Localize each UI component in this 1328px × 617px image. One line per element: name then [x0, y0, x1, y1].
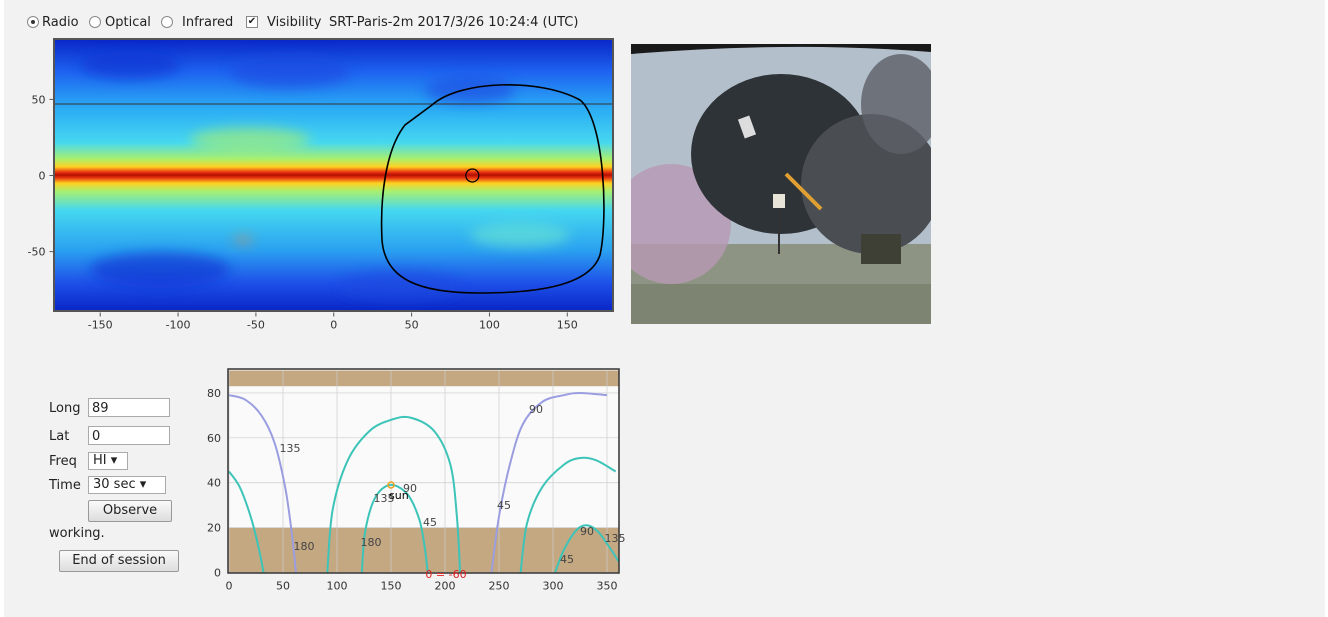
- observe-button[interactable]: Observe: [88, 500, 172, 522]
- checkbox-label[interactable]: Visibility: [267, 15, 322, 30]
- y-tick-label: 50: [32, 93, 46, 106]
- plot: [228, 370, 619, 573]
- long-input[interactable]: 89: [88, 398, 170, 417]
- x-tick-label: 100: [327, 580, 348, 593]
- footnote: 0 = -60: [425, 568, 466, 581]
- radio-button[interactable]: [161, 16, 173, 28]
- sky-map: -150 -100 -50 0 50 100 150 -50 0 50: [28, 38, 614, 332]
- curve-label: 180: [361, 536, 382, 549]
- radio-label[interactable]: Optical: [105, 15, 151, 30]
- field-label: Lat: [49, 429, 70, 444]
- y-tick-label: 60: [207, 432, 221, 445]
- x-tick-label: 150: [557, 319, 578, 332]
- elevation-curve: [228, 470, 265, 573]
- radio-label[interactable]: Radio: [42, 15, 79, 30]
- curve-label: 45: [560, 553, 574, 566]
- x-tick-label: -150: [88, 319, 113, 332]
- x-tick-label: -50: [247, 319, 265, 332]
- x-tick-label: 0: [330, 319, 337, 332]
- curve-label: 45: [497, 499, 511, 512]
- curve-label: 135: [374, 492, 395, 505]
- curve-label: 90: [529, 403, 543, 416]
- elevation-curve: [490, 391, 608, 573]
- curve-label: 135: [280, 442, 301, 455]
- webcam-image: [631, 44, 931, 324]
- x-tick-label: 150: [381, 580, 402, 593]
- x-tick-label: 0: [226, 580, 233, 593]
- y-tick-label: 0: [39, 170, 46, 183]
- x-tick-label: 350: [597, 580, 618, 593]
- shaded-range: [228, 370, 619, 387]
- field-label: Freq: [49, 454, 77, 469]
- curve-label: 135: [605, 532, 626, 545]
- elevation-curve: [519, 456, 617, 573]
- x-tick-label: 50: [276, 580, 290, 593]
- elevation-chart: 0 50 100 150 200 250 300 350 0 20 40 60 80 135 180 90 45…: [207, 368, 626, 593]
- curve-label: 180: [294, 540, 315, 553]
- select-value: 30 sec: [93, 477, 136, 492]
- y-tick-label: 80: [207, 387, 221, 400]
- y-tick-label: -50: [28, 246, 46, 259]
- status-text: working.: [49, 526, 105, 541]
- field-label: Time: [49, 478, 81, 493]
- radio-label[interactable]: Infrared: [182, 15, 234, 30]
- pointer: [465, 168, 480, 183]
- radio-button[interactable]: [27, 16, 39, 28]
- x-tick-label: 200: [435, 580, 456, 593]
- select-value: HI: [93, 453, 107, 468]
- curve-label: 45: [423, 516, 437, 529]
- y-tick-label: 20: [207, 522, 221, 535]
- x-tick-label: 50: [405, 319, 419, 332]
- elevation-curve: [360, 483, 429, 573]
- sun-label: sun: [389, 489, 409, 502]
- x-tick-label: -100: [166, 319, 191, 332]
- x-tick-label: 300: [543, 580, 564, 593]
- elevation-curve: [326, 415, 462, 573]
- y-tick-label: 40: [207, 477, 221, 490]
- radio-button[interactable]: [89, 16, 101, 28]
- lat-input[interactable]: 0: [88, 426, 170, 445]
- x-tick-label: 100: [479, 319, 500, 332]
- time-select[interactable]: 30 sec ▾: [88, 476, 166, 494]
- x-tick-label: 250: [489, 580, 510, 593]
- curve-label: 90: [403, 482, 417, 495]
- elevation-curve: [554, 524, 619, 573]
- chart-frame: [227, 368, 620, 574]
- field-label: Long: [49, 401, 81, 416]
- end-session-button[interactable]: End of session: [59, 550, 179, 572]
- visibility-contour: [380, 83, 605, 294]
- curve-label: 90: [580, 525, 594, 538]
- status-text: SRT-Paris-2m 2017/3/26 10:24:4 (UTC): [329, 15, 579, 30]
- y-tick-label: 0: [214, 567, 221, 580]
- heatmap: [55, 40, 612, 310]
- checkbox[interactable]: ✔: [246, 16, 258, 28]
- sun-marker: [387, 481, 395, 489]
- freq-select[interactable]: HI ▾: [88, 452, 128, 470]
- elevation-curve: [228, 394, 297, 573]
